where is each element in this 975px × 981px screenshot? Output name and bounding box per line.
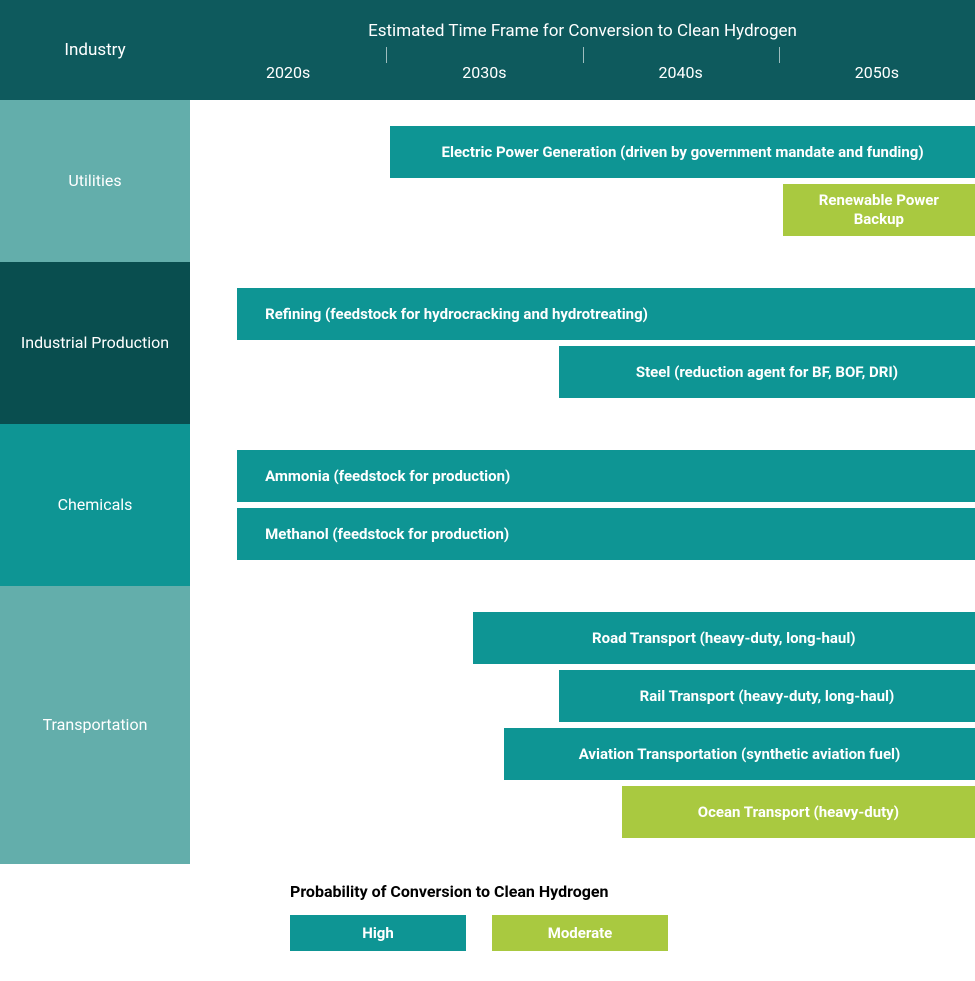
row-utilities: Utilities Electric Power Generation (driv… [0,100,975,262]
timeline-tick-2030s: 2030s [386,45,582,100]
legend: Probability of Conversion to Clean Hydro… [290,864,975,981]
timeline-header: Estimated Time Frame for Conversion to C… [190,0,975,100]
legend-items: High Moderate [290,915,668,951]
bar-slot: Ammonia (feedstock for production) [190,450,975,502]
bar-slot: Rail Transport (heavy-duty, long-haul) [190,670,975,722]
bar-slot: Steel (reduction agent for BF, BOF, DRI) [190,346,975,398]
hydrogen-timeline-chart: Industry Estimated Time Frame for Conver… [0,0,975,981]
timeline-bar: Rail Transport (heavy-duty, long-haul) [559,670,975,722]
timeline-bar: Refining (feedstock for hydrocracking an… [237,288,975,340]
timeline-tick-2040s: 2040s [583,45,779,100]
bar-slot: Refining (feedstock for hydrocracking an… [190,288,975,340]
bar-slot: Electric Power Generation (driven by gov… [190,126,975,178]
industry-column-header: Industry [0,0,190,100]
row-industrial: Industrial Production Refining (feedstock… [0,262,975,424]
timeline-tick-2050s: 2050s [779,45,975,100]
chart-body: Utilities Electric Power Generation (driv… [0,100,975,864]
bar-slot: Road Transport (heavy-duty, long-haul) [190,612,975,664]
timeline-ticks: 2020s2030s2040s2050s [190,45,975,100]
legend-item-moderate: Moderate [492,915,668,951]
timeline-bar: Electric Power Generation (driven by gov… [390,126,975,178]
timeline-bar: Steel (reduction agent for BF, BOF, DRI) [559,346,975,398]
row-content-utilities: Electric Power Generation (driven by gov… [190,100,975,262]
timeline-bar: Road Transport (heavy-duty, long-haul) [473,612,975,664]
bar-slot: Aviation Transportation (synthetic aviat… [190,728,975,780]
row-label-transport: Transportation [0,586,190,864]
row-content-chemicals: Ammonia (feedstock for production) Methan… [190,424,975,586]
row-label-chemicals: Chemicals [0,424,190,586]
timeline-bar: Methanol (feedstock for production) [237,508,975,560]
timeline-bar: Renewable Power Backup [783,184,975,236]
timeline-bar: Aviation Transportation (synthetic aviat… [504,728,975,780]
row-label-utilities: Utilities [0,100,190,262]
timeline-title: Estimated Time Frame for Conversion to C… [190,0,975,45]
row-content-industrial: Refining (feedstock for hydrocracking an… [190,262,975,424]
row-chemicals: ChemicalsAmmonia (feedstock for producti… [0,424,975,586]
row-content-transport: Road Transport (heavy-duty, long-haul) Ra… [190,586,975,864]
bar-slot: Methanol (feedstock for production) [190,508,975,560]
bar-slot: Ocean Transport (heavy-duty) [190,786,975,838]
timeline-bar: Ammonia (feedstock for production) [237,450,975,502]
legend-item-high: High [290,915,466,951]
timeline-tick-2020s: 2020s [190,45,386,100]
row-label-industrial: Industrial Production [0,262,190,424]
timeline-bar: Ocean Transport (heavy-duty) [622,786,975,838]
bar-slot: Renewable Power Backup [190,184,975,236]
legend-title: Probability of Conversion to Clean Hydro… [290,882,609,901]
chart-header: Industry Estimated Time Frame for Conver… [0,0,975,100]
row-transport: TransportationRoad Transport (heavy-duty… [0,586,975,864]
